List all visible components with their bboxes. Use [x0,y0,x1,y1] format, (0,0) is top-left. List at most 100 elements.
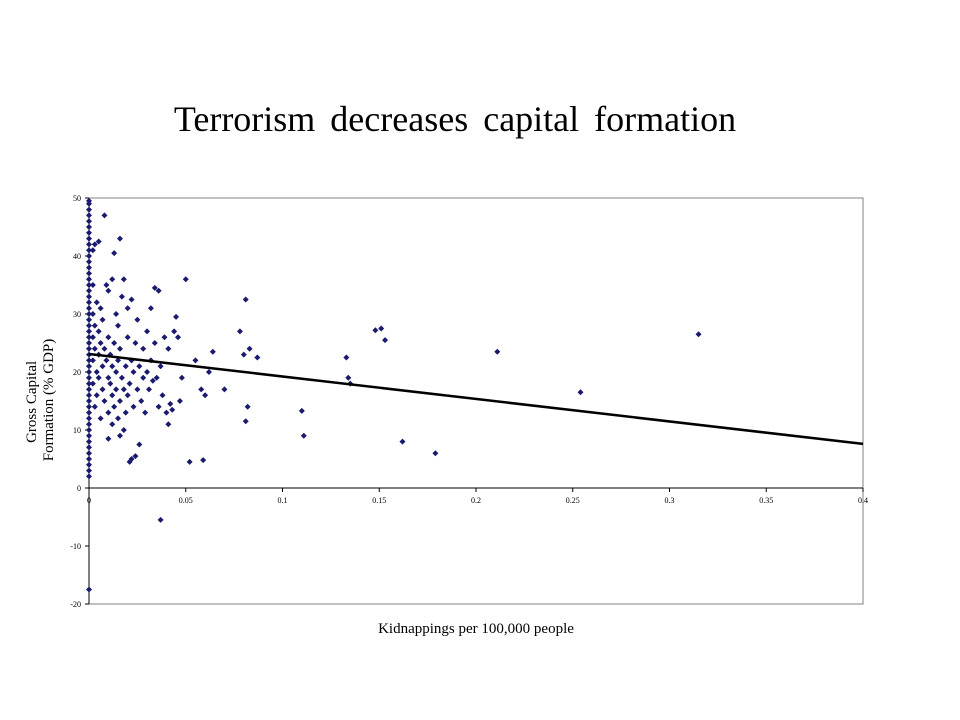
data-point [202,392,209,399]
x-axis-title: Kidnappings per 100,000 people [378,621,574,637]
data-point [399,438,406,445]
x-tick-label: 0.3 [665,496,675,505]
data-point [107,380,114,387]
data-point [86,461,92,468]
data-point [105,334,112,341]
x-tick-label: 0.4 [858,496,868,505]
data-point [89,311,96,317]
data-point [109,392,116,399]
data-point [91,403,98,410]
data-point [130,403,137,410]
data-point [86,235,92,242]
data-point [89,282,96,288]
data-point [254,354,261,361]
data-point [178,374,185,381]
data-point [86,224,92,230]
data-point [153,374,160,381]
data-points [86,197,702,593]
data-point [101,398,108,404]
data-point [86,322,92,329]
data-point [378,325,385,332]
data-point [128,456,135,462]
data-point [86,427,92,433]
data-point [86,311,92,317]
data-point [86,369,92,375]
data-point [343,354,350,361]
data-point [86,212,92,219]
data-point [169,406,176,413]
data-point [86,380,92,387]
y-axis-title-line-2: Formation (% GDP) [41,339,57,462]
y-tick-label: 20 [73,368,81,377]
x-tick-label: 0 [87,496,91,505]
data-point [86,282,92,288]
data-point [86,229,92,236]
data-point [118,293,125,300]
data-point [86,403,92,410]
data-point [145,386,152,393]
data-point [109,363,116,370]
data-point [89,357,96,364]
data-point [86,258,92,265]
y-axis-title-line-1: Gross Capital [24,361,40,443]
data-point [86,415,92,422]
data-point [144,328,151,335]
data-point [182,276,189,283]
data-point [163,409,170,416]
data-point [242,296,249,303]
data-point [192,357,199,364]
data-point [86,374,92,381]
data-point [86,398,92,404]
slide-title: Terrorism decreases capital formation [173,99,737,139]
data-point [103,357,110,364]
data-point [221,386,228,393]
data-point [134,386,141,393]
data-point [86,340,92,346]
data-point [86,409,92,416]
y-tick-label: 30 [73,310,81,319]
y-tick-label: 10 [73,426,81,435]
data-point [167,400,174,407]
data-point [86,586,92,593]
data-point [105,409,112,416]
data-point [126,380,133,387]
data-point [95,374,102,381]
data-point [105,287,112,294]
y-tick-label: -10 [70,542,81,551]
data-point [122,363,129,370]
data-point [93,369,100,375]
y-ticks: -20 -10 0 10 20 30 40 50 [70,194,89,609]
y-tick-label: -20 [70,600,81,609]
data-point [132,453,139,460]
data-point [86,299,92,306]
data-point [205,369,212,375]
data-point [99,386,106,393]
data-point [124,392,131,399]
data-point [93,299,100,306]
y-tick-label: 50 [73,194,81,203]
data-point [147,305,154,312]
data-point [132,340,139,346]
data-point [86,473,92,480]
trend-line [88,352,864,446]
data-point [345,374,352,381]
data-point [140,345,147,352]
data-point [155,287,162,294]
data-point [99,363,106,370]
data-point [122,409,129,416]
data-point [101,345,108,352]
data-point [382,337,389,344]
data-point [240,351,247,358]
data-point [97,305,104,312]
data-point [89,380,96,387]
data-point [95,328,102,335]
data-point [138,398,145,404]
data-point [186,458,193,465]
data-point [86,421,92,428]
data-point [86,305,92,312]
data-point [86,206,92,213]
data-point [149,377,156,384]
x-tick-label: 0.2 [471,496,481,505]
data-point [86,197,92,204]
data-point [91,345,98,352]
